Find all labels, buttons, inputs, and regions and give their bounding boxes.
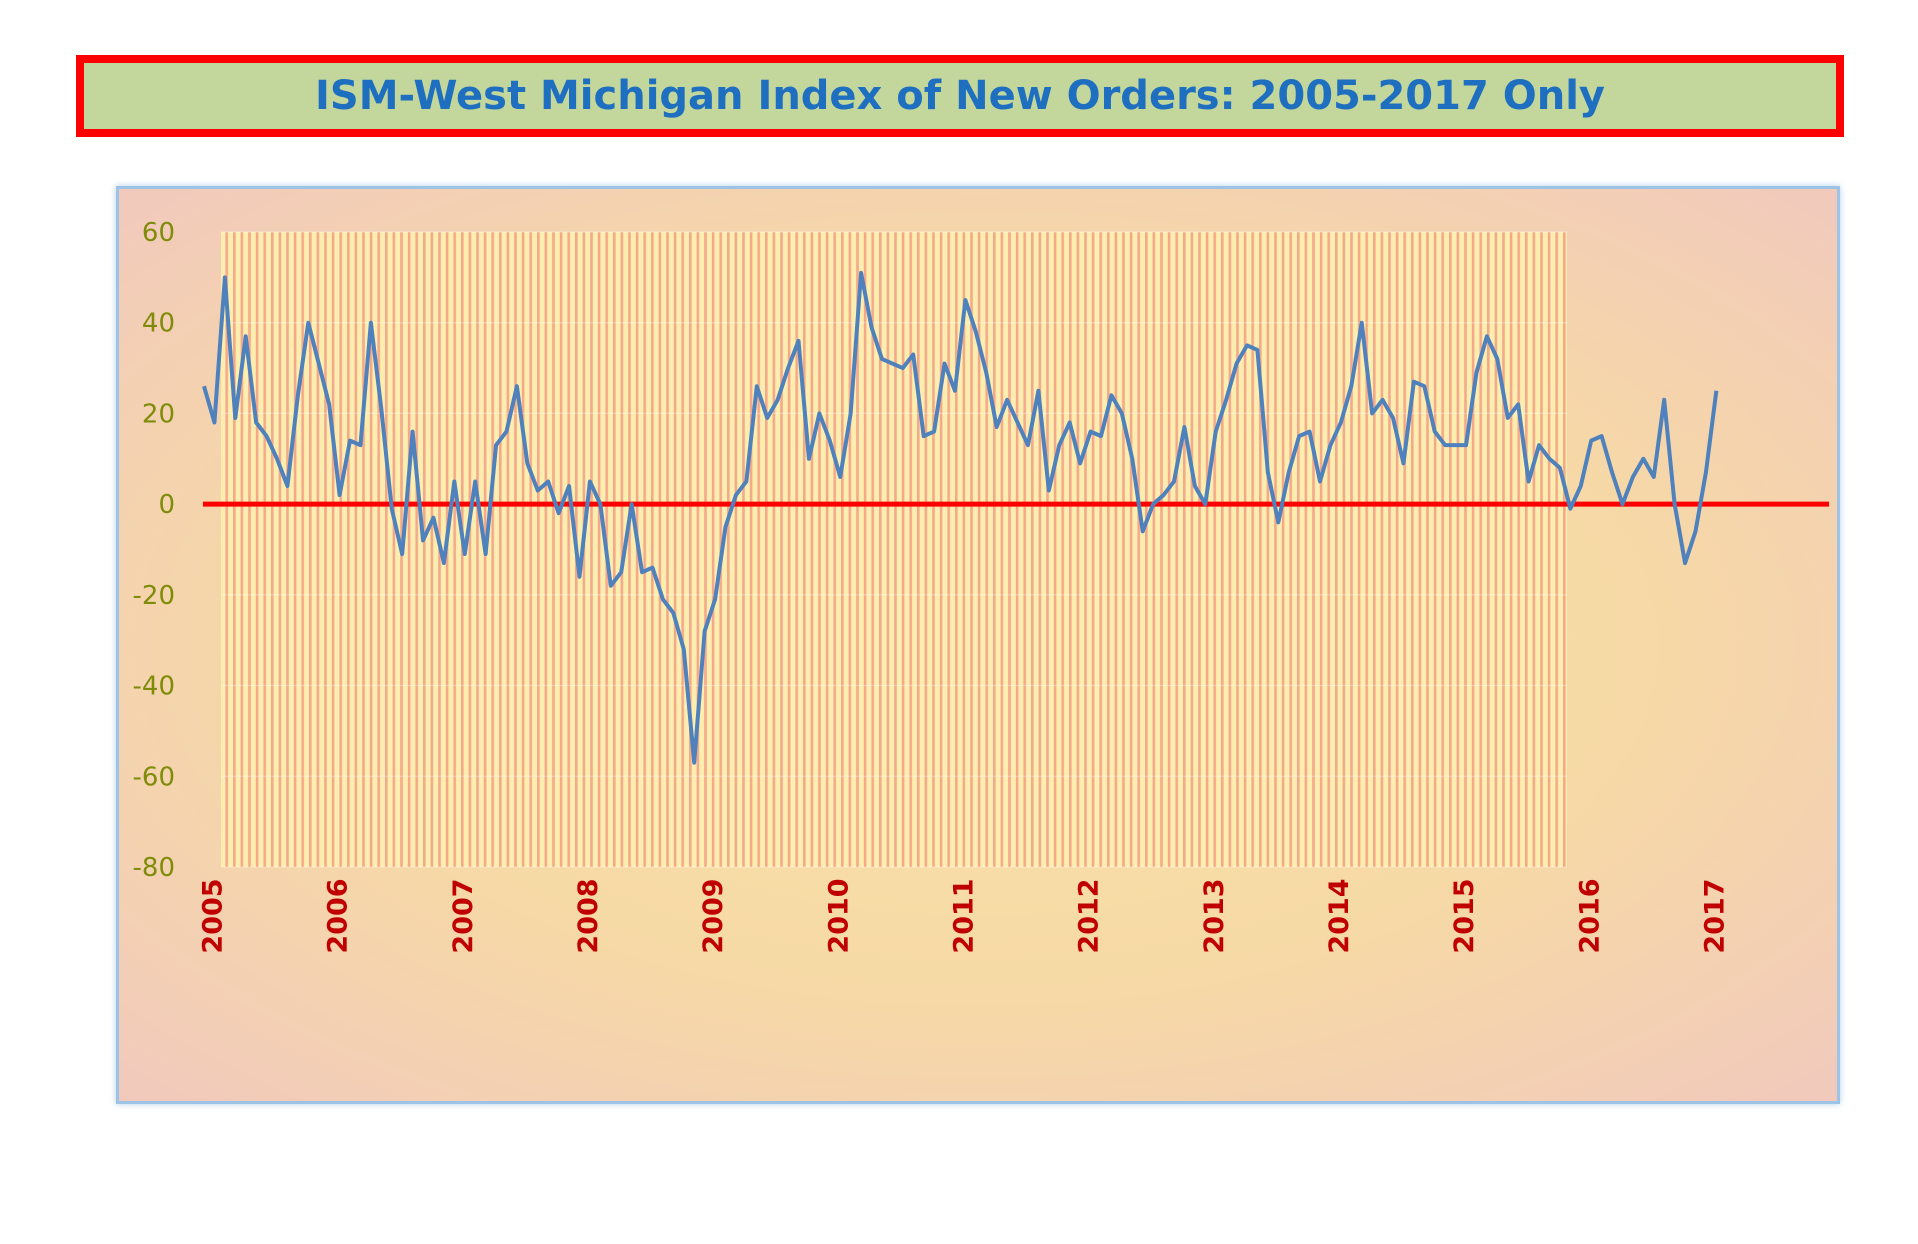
x-tick-label: 2008 [573, 878, 604, 953]
x-tick-label: 2005 [198, 878, 229, 953]
y-tick-label: 0 [158, 490, 175, 520]
x-tick-label: 2006 [323, 878, 354, 953]
y-tick-label: -20 [133, 581, 175, 611]
series-line [202, 270, 1719, 765]
x-tick-label: 2017 [1699, 878, 1730, 953]
x-tick-label: 2012 [1074, 878, 1105, 953]
chart-panel: 60 40 20 0 -20 -40 -60 -80 2005 2006 2007 2008 2009… [116, 186, 1840, 1104]
x-tick-label: 2016 [1574, 878, 1605, 953]
chart-title-box: ISM-West Michigan Index of New Orders: 2… [76, 55, 1844, 137]
x-tick-label: 2013 [1199, 878, 1230, 953]
y-tick-label: 40 [142, 309, 175, 339]
x-tick-label: 2015 [1449, 878, 1480, 953]
x-tick-label: 2011 [948, 878, 979, 953]
y-tick-label: 60 [142, 218, 175, 248]
y-tick-label: -80 [133, 853, 175, 883]
y-tick-label: -60 [133, 762, 175, 792]
y-tick-label: 20 [142, 399, 175, 429]
line-chart: 60 40 20 0 -20 -40 -60 -80 2005 2006 2007 2008 2009… [133, 218, 1829, 954]
x-tick-label: 2014 [1324, 878, 1355, 953]
chart-title: ISM-West Michigan Index of New Orders: 2… [315, 73, 1605, 119]
x-tick-label: 2010 [823, 878, 854, 953]
x-tick-label: 2009 [698, 878, 729, 953]
x-tick-label: 2007 [448, 878, 479, 953]
plot-area [221, 232, 1567, 867]
y-tick-label: -40 [133, 672, 175, 702]
